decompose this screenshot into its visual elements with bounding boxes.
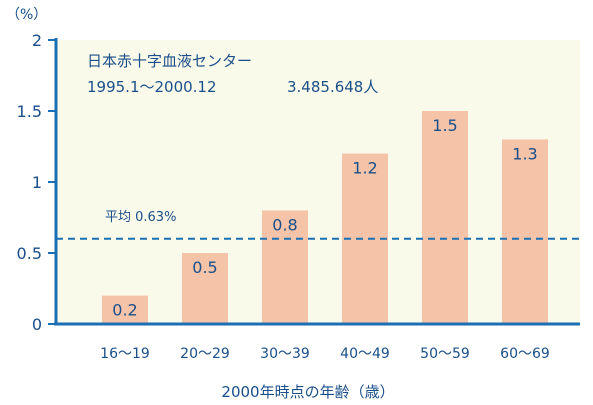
bar-value-label: 1.3 — [512, 144, 537, 163]
y-tick-label: 1.5 — [17, 102, 42, 121]
y-axis-ticks: 0 0.5 1 1.5 2 — [17, 31, 56, 334]
bar-value-label: 1.2 — [352, 159, 377, 178]
bar — [502, 139, 548, 324]
bar-value-label: 0.2 — [112, 301, 137, 320]
bar-value-label: 1.5 — [432, 116, 457, 135]
bar — [422, 111, 468, 324]
period-note: 1995.1〜2000.12 — [87, 78, 217, 96]
y-tick-label: 0 — [32, 315, 42, 334]
bar-value-labels: 0.2 0.5 0.8 1.2 1.5 1.3 — [112, 116, 537, 320]
count-note: 3.485.648人 — [287, 78, 378, 96]
y-axis-unit: （%） — [6, 7, 47, 23]
y-tick-label: 0.5 — [17, 244, 42, 263]
bar-value-label: 0.8 — [272, 215, 297, 234]
x-axis-title: 2000年時点の年齢（歳） — [221, 383, 394, 401]
x-tick-label: 20〜29 — [180, 346, 230, 362]
plot-background — [56, 40, 580, 324]
bar — [102, 295, 148, 324]
bar — [262, 210, 308, 324]
bar — [182, 253, 228, 324]
bar-value-label: 0.5 — [192, 258, 217, 277]
average-label: 平均 0.63% — [105, 210, 176, 225]
y-tick-label: 1 — [32, 173, 42, 192]
x-tick-label: 40〜49 — [340, 346, 390, 362]
y-tick-label: 2 — [32, 31, 42, 50]
x-tick-label: 60〜69 — [500, 346, 550, 362]
x-tick-label: 30〜39 — [260, 346, 310, 362]
x-tick-label: 16〜19 — [100, 346, 150, 362]
x-axis-tick-labels: 16〜19 20〜29 30〜39 40〜49 50〜59 60〜69 — [100, 346, 550, 362]
x-tick-label: 50〜59 — [420, 346, 470, 362]
source-note: 日本赤十字血液センター — [87, 52, 252, 70]
